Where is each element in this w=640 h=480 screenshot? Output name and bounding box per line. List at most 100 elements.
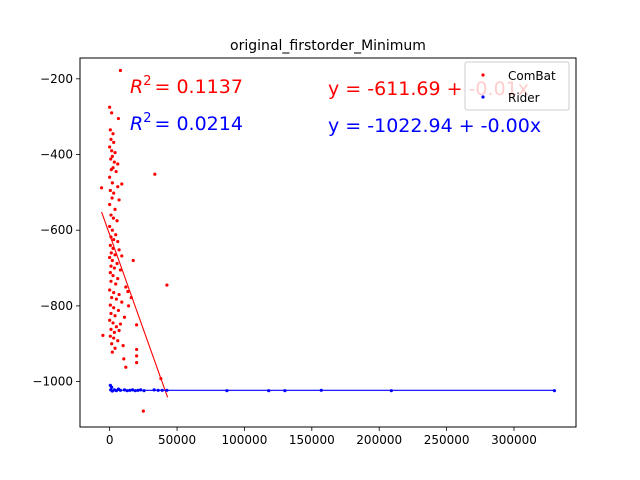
r2-superscript: 2 (143, 111, 151, 126)
legend-marker-combat (481, 73, 485, 77)
data-point-combat (124, 365, 128, 369)
data-point-combat (110, 149, 114, 153)
r2-annotation-rider: R2 = 0.0214 (130, 111, 243, 135)
data-point-combat (108, 175, 112, 179)
data-point-combat (131, 258, 135, 263)
data-point-combat (116, 185, 120, 189)
data-point-combat (112, 291, 116, 295)
r2-value: = 0.0214 (154, 113, 242, 135)
data-point-combat (110, 181, 114, 185)
data-point-combat (129, 295, 133, 300)
r2-superscript: 2 (143, 74, 151, 89)
data-point-rider (552, 389, 557, 393)
data-point-combat (109, 137, 113, 141)
y-tick-label: −800 (40, 299, 73, 313)
data-point-combat (121, 344, 125, 348)
data-point-rider (389, 389, 393, 393)
data-point-rider (283, 389, 287, 393)
data-point-combat (108, 334, 112, 338)
x-tick-label: 250000 (424, 433, 470, 447)
data-point-combat (111, 246, 115, 250)
data-point-rider (160, 388, 164, 392)
data-point-combat (122, 315, 127, 319)
data-point-combat (110, 154, 114, 158)
data-point-combat (135, 347, 139, 352)
data-point-combat (111, 274, 115, 278)
data-point-combat (135, 354, 139, 358)
data-point-combat (122, 357, 126, 361)
axes: 0 50000 100000 150000 200000 250000 300000 −100… (32, 57, 577, 447)
legend-frame (464, 61, 570, 111)
data-point-combat (109, 213, 113, 217)
x-tick-label: 200000 (356, 433, 402, 447)
data-point-combat (141, 409, 145, 413)
data-point-rider (142, 389, 146, 393)
data-point-rider (122, 388, 127, 392)
data-point-combat (110, 196, 114, 200)
data-point-combat (109, 251, 113, 255)
data-point-combat (109, 311, 113, 316)
data-point-rider (152, 388, 156, 392)
data-point-combat (113, 253, 117, 257)
data-point-combat (112, 306, 116, 310)
x-tick-label: 150000 (289, 433, 335, 447)
data-point-combat (99, 186, 104, 190)
data-point-combat (112, 238, 116, 242)
data-point-combat (109, 157, 113, 161)
data-point-combat (108, 255, 112, 260)
data-point-combat (110, 258, 114, 263)
x-tick-label: 50000 (158, 433, 196, 447)
data-point-combat (117, 292, 121, 297)
y-tick-label: −400 (40, 148, 73, 162)
data-point-combat (110, 111, 114, 115)
data-point-combat (120, 300, 124, 304)
data-point-combat (108, 318, 112, 322)
data-point-combat (108, 128, 112, 132)
legend: ComBat Rider (464, 61, 570, 111)
data-point-rider (133, 389, 137, 393)
y-tick-label: −200 (40, 72, 73, 86)
data-point-combat (109, 279, 113, 283)
data-point-combat (112, 160, 116, 164)
data-point-combat (118, 68, 123, 73)
fit-line-combat (101, 211, 169, 398)
data-point-combat (117, 328, 121, 333)
data-point-rider (118, 388, 123, 392)
data-point-combat (111, 132, 115, 136)
data-point-combat (113, 314, 117, 318)
x-tick-label: 100000 (222, 433, 268, 447)
equation-annotation-rider: y = -1022.94 + -0.00x (328, 115, 541, 137)
data-point-combat (112, 330, 116, 334)
data-point-combat (109, 327, 113, 331)
data-point-rider (156, 388, 160, 392)
r2-value: = 0.1137 (154, 76, 242, 98)
data-point-combat (109, 168, 113, 172)
data-point-combat (110, 342, 114, 346)
data-point-combat (101, 333, 105, 338)
legend-marker-rider (481, 95, 485, 99)
data-point-rider (128, 388, 132, 392)
y-tick-label: −1000 (32, 375, 73, 389)
data-point-rider (125, 389, 129, 393)
data-point-combat (159, 376, 163, 381)
data-point-combat (116, 239, 120, 244)
data-point-combat (135, 323, 139, 327)
data-point-combat (113, 346, 117, 350)
data-point-combat (109, 264, 113, 268)
plot-content (99, 68, 557, 413)
data-point-rider (110, 385, 114, 389)
data-point-combat (108, 243, 112, 247)
data-point-combat (112, 191, 116, 195)
data-point-combat (108, 202, 112, 207)
data-point-combat (113, 151, 117, 155)
plot-area (99, 68, 557, 413)
r2-symbol: R (130, 113, 143, 135)
data-point-combat (118, 268, 123, 272)
data-point-combat (108, 270, 112, 275)
data-point-combat (116, 162, 120, 166)
data-point-combat (153, 172, 157, 176)
data-point-combat (117, 248, 121, 252)
data-point-combat (115, 261, 119, 266)
data-point-combat (114, 169, 118, 174)
data-point-combat (126, 289, 130, 294)
